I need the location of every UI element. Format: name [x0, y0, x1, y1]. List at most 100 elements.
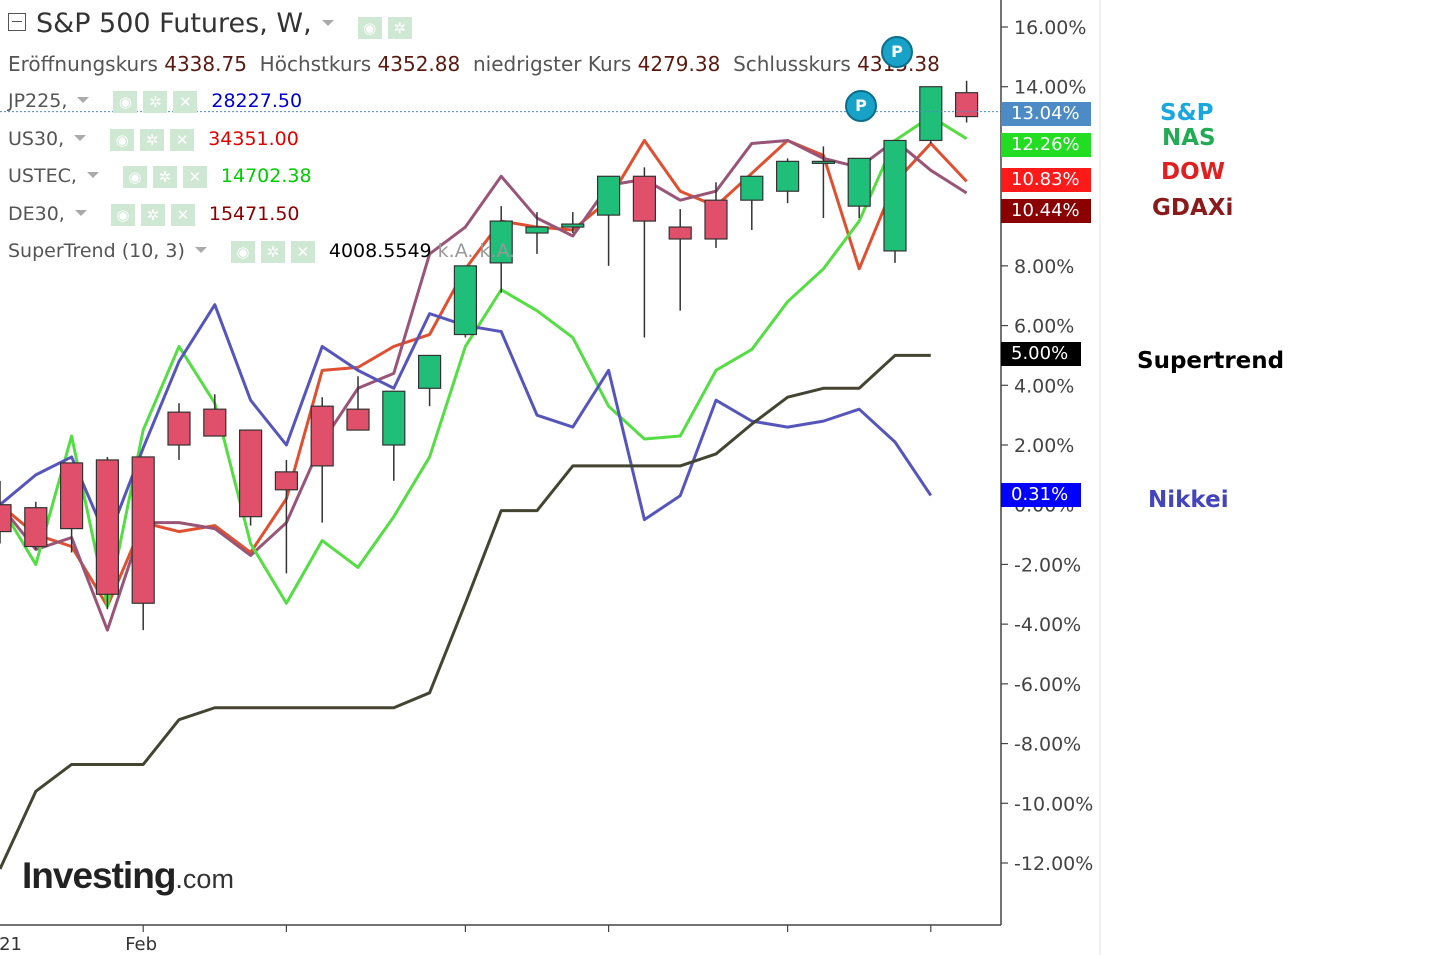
candle-body: [239, 429, 263, 518]
symbol-value: 28227.50: [211, 90, 303, 112]
candle-body: [668, 226, 692, 240]
candle-body: [847, 157, 871, 207]
candle-body: [274, 471, 298, 491]
symbol-row-ustec[interactable]: USTEC, ◉ ✲ ✕ 14702.38: [8, 165, 312, 188]
eye-icon[interactable]: ◉: [230, 241, 255, 263]
y-tick-label: -6.00%: [1014, 674, 1081, 696]
open-label: Eröffnungskurs: [8, 52, 158, 76]
symbol-name: DE30,: [8, 203, 65, 225]
candle-body: [310, 405, 334, 467]
badge-nikkei: 0.31%: [1001, 483, 1081, 507]
candle-body: [203, 408, 227, 437]
low-value: 4279.38: [637, 52, 721, 76]
candle-body: [59, 462, 84, 530]
gear-icon[interactable]: ✲: [143, 91, 168, 113]
chevron-down-icon[interactable]: [77, 97, 90, 103]
close-icon[interactable]: ✕: [170, 204, 195, 226]
close-label: Schlusskurs: [733, 52, 851, 76]
gear-icon[interactable]: ✲: [140, 204, 165, 226]
badge-supertrend: 5.00%: [1001, 342, 1081, 366]
y-tick-label: 14.00%: [1014, 77, 1086, 99]
title-toolbar: ◉ ✲: [357, 9, 418, 40]
candle-body: [95, 459, 120, 595]
eye-icon[interactable]: ◉: [113, 91, 138, 113]
label-dow: DOW: [1161, 159, 1226, 185]
symbol-value: 34351.00: [208, 128, 299, 150]
symbol-name: US30,: [8, 128, 65, 150]
candle-body: [954, 92, 979, 118]
investing-logo: Investing.com: [22, 855, 234, 897]
symbol-row-supertrend[interactable]: SuperTrend (10, 3) ◉ ✲ ✕ 4008.5549 k.A. k.A.: [8, 240, 515, 263]
series-line-4: [0, 353, 931, 870]
high-value: 4352.88: [377, 52, 461, 76]
symbol-toolbar: ◉ ✲ ✕: [110, 203, 201, 226]
badge-gdaxi: 10.44%: [1001, 199, 1091, 223]
eye-icon[interactable]: ◉: [357, 17, 382, 39]
symbol-toolbar: ◉ ✲ ✕: [230, 240, 321, 263]
candle-body: [775, 160, 800, 192]
p-marker-top[interactable]: P: [881, 36, 913, 68]
label-sp: S&P: [1160, 100, 1214, 126]
chevron-down-icon[interactable]: [321, 20, 334, 26]
candle-body: [632, 175, 657, 222]
candle-body: [131, 456, 155, 604]
symbol-toolbar: ◉ ✲ ✕: [110, 128, 200, 151]
chart-title: S&P 500 Futures, W,: [36, 8, 312, 39]
open-value: 4338.75: [164, 52, 247, 76]
x-tick-label: Feb: [125, 934, 157, 955]
symbol-row-de30[interactable]: DE30, ◉ ✲ ✕ 15471.50: [8, 203, 300, 226]
candles: [0, 80, 979, 631]
gear-icon[interactable]: ✲: [152, 166, 177, 188]
logo-main: Investing: [22, 855, 176, 896]
chart-title-row: S&P 500 Futures, W, ◉ ✲: [8, 8, 418, 40]
candle-body: [167, 411, 191, 446]
eye-icon[interactable]: ◉: [122, 166, 147, 188]
chevron-down-icon[interactable]: [194, 247, 207, 253]
candle-body: [453, 265, 477, 336]
close-icon[interactable]: ✕: [170, 129, 195, 151]
close-icon[interactable]: ✕: [290, 241, 315, 263]
gear-icon[interactable]: ✲: [387, 17, 412, 39]
ohlc-row: Eröffnungskurs 4338.75 Höchstkurs 4352.8…: [8, 52, 940, 76]
close-icon[interactable]: ✕: [173, 91, 198, 113]
high-label: Höchstkurs: [259, 52, 372, 76]
badge-dow: 10.83%: [1001, 168, 1091, 192]
symbol-row-jp225[interactable]: JP225, ◉ ✲ ✕ 28227.50: [8, 90, 302, 113]
symbol-toolbar: ◉ ✲ ✕: [113, 90, 203, 113]
candle-body: [740, 175, 764, 201]
candle-body: [811, 160, 836, 164]
x-axis-ticks: 21 Feb: [0, 925, 932, 955]
chevron-down-icon[interactable]: [74, 135, 87, 141]
y-tick-label: 8.00%: [1014, 256, 1074, 278]
gear-icon[interactable]: ✲: [260, 241, 285, 263]
y-tick-label: -4.00%: [1014, 614, 1081, 636]
candle-body: [24, 507, 48, 548]
logo-suffix: .com: [175, 864, 234, 894]
low-label: niedrigster Kurs: [472, 52, 632, 76]
y-tick-label: 2.00%: [1014, 435, 1074, 457]
label-supertrend: Supertrend: [1137, 348, 1285, 374]
badge-nas: 12.26%: [1001, 133, 1091, 157]
candle-body: [883, 139, 907, 252]
chevron-down-icon[interactable]: [74, 210, 87, 216]
close-icon[interactable]: ✕: [182, 166, 207, 188]
candle-body: [489, 220, 513, 264]
symbol-row-us30[interactable]: US30, ◉ ✲ ✕ 34351.00: [8, 128, 299, 151]
p-marker-left[interactable]: P: [845, 90, 877, 122]
chevron-down-icon[interactable]: [86, 172, 99, 178]
candle-body: [382, 390, 406, 446]
symbol-toolbar: ◉ ✲ ✕: [122, 165, 213, 188]
candle-body: [596, 175, 621, 216]
symbol-value: 15471.50: [208, 203, 300, 225]
collapse-icon[interactable]: [8, 12, 26, 31]
series-line-1: [0, 138, 968, 632]
symbol-name: USTEC,: [8, 165, 77, 187]
eye-icon[interactable]: ◉: [110, 204, 135, 226]
eye-icon[interactable]: ◉: [110, 129, 135, 151]
candle-body: [0, 504, 12, 533]
symbol-name: JP225,: [8, 90, 68, 112]
label-nikkei: Nikkei: [1148, 487, 1229, 513]
candle-body: [346, 408, 370, 431]
y-tick-label: -2.00%: [1014, 554, 1081, 576]
gear-icon[interactable]: ✲: [140, 129, 165, 151]
